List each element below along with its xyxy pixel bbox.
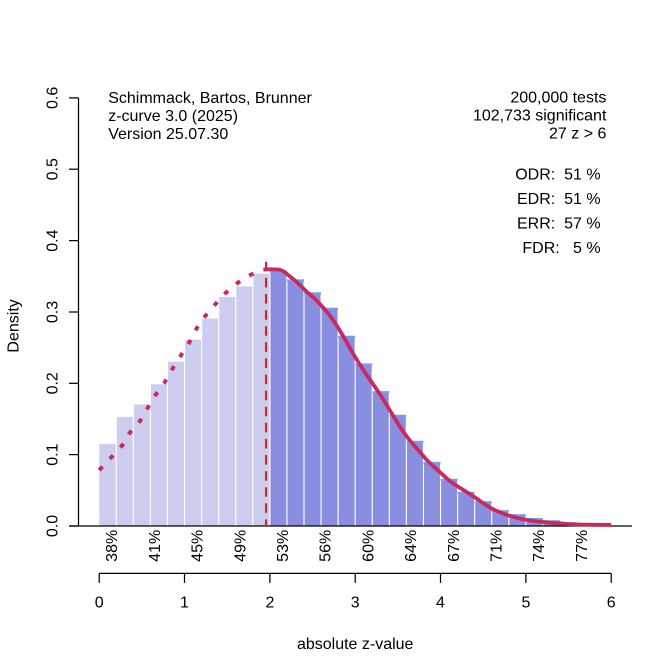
svg-text:0.4: 0.4: [45, 229, 62, 251]
svg-text:74%: 74%: [531, 530, 548, 562]
svg-text:FDR: 5 %: FDR: 5 %: [522, 240, 600, 257]
svg-text:0.3: 0.3: [45, 301, 62, 323]
svg-text:2: 2: [265, 594, 274, 611]
svg-text:ODR: 51 %: ODR: 51 %: [515, 166, 600, 183]
svg-text:absolute z-value: absolute z-value: [297, 636, 414, 653]
svg-text:53%: 53%: [275, 530, 292, 562]
svg-text:5: 5: [521, 594, 530, 611]
svg-text:41%: 41%: [147, 530, 164, 562]
svg-text:4: 4: [436, 594, 445, 611]
svg-text:0.5: 0.5: [45, 158, 62, 180]
svg-text:67%: 67%: [446, 530, 463, 562]
svg-text:77%: 77%: [574, 530, 591, 562]
svg-text:3: 3: [351, 594, 360, 611]
svg-text:Schimmack, Bartos, Brunner: Schimmack, Bartos, Brunner: [108, 90, 312, 107]
svg-text:Density: Density: [6, 299, 23, 352]
svg-text:z-curve 3.0 (2025): z-curve 3.0 (2025): [108, 108, 238, 125]
svg-text:64%: 64%: [403, 530, 420, 562]
svg-text:56%: 56%: [318, 530, 335, 562]
svg-text:0.0: 0.0: [45, 515, 62, 537]
svg-text:71%: 71%: [489, 530, 506, 562]
svg-text:27 z > 6: 27 z > 6: [549, 126, 606, 143]
svg-text:0.6: 0.6: [45, 87, 62, 109]
svg-text:60%: 60%: [360, 530, 377, 562]
svg-text:200,000 tests: 200,000 tests: [510, 90, 606, 107]
svg-text:102,733 significant: 102,733 significant: [473, 108, 607, 125]
svg-text:Version 25.07.30: Version 25.07.30: [108, 126, 228, 143]
svg-text:38%: 38%: [104, 530, 121, 562]
svg-text:0.2: 0.2: [45, 372, 62, 394]
svg-text:1: 1: [180, 594, 189, 611]
svg-text:EDR: 51 %: EDR: 51 %: [517, 191, 601, 208]
svg-text:6: 6: [607, 594, 616, 611]
svg-text:0: 0: [95, 594, 104, 611]
svg-text:45%: 45%: [190, 530, 207, 562]
svg-text:0.1: 0.1: [45, 443, 62, 465]
svg-text:49%: 49%: [232, 530, 249, 562]
svg-text:ERR: 57 %: ERR: 57 %: [517, 216, 601, 233]
